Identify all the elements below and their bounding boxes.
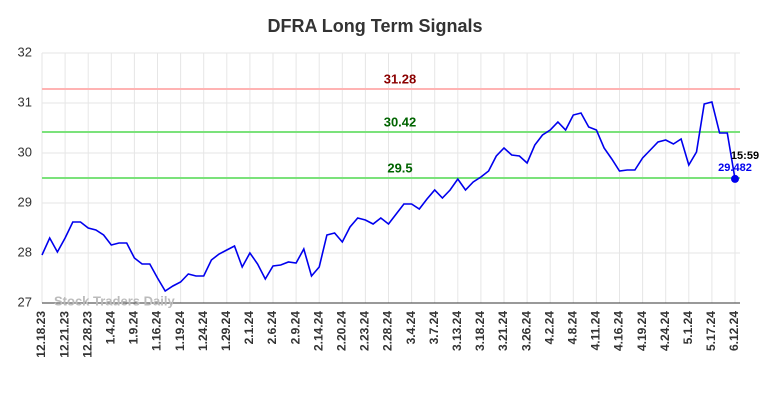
signal-label: 30.42 [384,114,417,129]
y-tick-label: 28 [18,244,32,259]
chart-title: DFRA Long Term Signals [267,16,482,36]
x-tick-label: 4.2.24 [542,311,556,345]
y-tick-label: 30 [18,144,32,159]
y-tick-label: 31 [18,94,32,109]
signal-label: 29.5 [387,160,412,175]
x-tick-label: 4.24.24 [658,311,672,351]
x-tick-label: 4.11.24 [589,311,603,351]
x-tick-label: 4.16.24 [612,311,626,351]
x-tick-label: 1.16.24 [150,311,164,351]
x-tick-label: 2.9.24 [288,311,302,345]
watermark: Stock Traders Daily [54,293,175,308]
y-tick-label: 27 [18,294,32,309]
price-line [41,101,736,293]
x-tick-label: 2.28.24 [381,311,395,351]
x-tick-label: 3.26.24 [519,311,533,351]
x-tick-label: 2.1.24 [242,311,256,345]
x-tick-label: 5.1.24 [681,311,695,345]
x-tick-label: 2.14.24 [311,311,325,351]
y-tick-label: 32 [18,44,32,59]
x-tick-label: 2.6.24 [265,311,279,345]
x-tick-label: 4.8.24 [565,311,579,345]
x-tick-label: 1.4.24 [103,311,117,345]
x-tick-label: 3.21.24 [496,311,510,351]
x-tick-label: 6.12.24 [727,311,741,351]
y-tick-label: 29 [18,194,32,209]
x-tick-label: 12.18.23 [34,311,48,358]
x-tick-label: 3.4.24 [404,311,418,345]
last-point [731,174,739,183]
x-tick-label: 2.23.24 [358,311,372,351]
signal-label: 31.28 [384,71,417,86]
x-tick-label: 1.19.24 [173,311,187,351]
last-value: 29.482 [718,162,752,174]
x-tick-label: 3.18.24 [473,311,487,351]
x-tick-label: 2.20.24 [334,311,348,351]
x-tick-label: 3.7.24 [427,311,441,345]
x-tick-label: 1.29.24 [219,311,233,351]
x-tick-label: 12.28.23 [80,311,94,358]
last-time: 15:59 [731,150,759,162]
x-tick-label: 1.9.24 [127,311,141,345]
x-tick-label: 12.21.23 [57,311,71,358]
x-tick-label: 4.19.24 [635,311,649,351]
x-tick-label: 5.17.24 [704,311,718,351]
x-tick-label: 1.24.24 [196,311,210,351]
x-tick-label: 3.13.24 [450,311,464,351]
